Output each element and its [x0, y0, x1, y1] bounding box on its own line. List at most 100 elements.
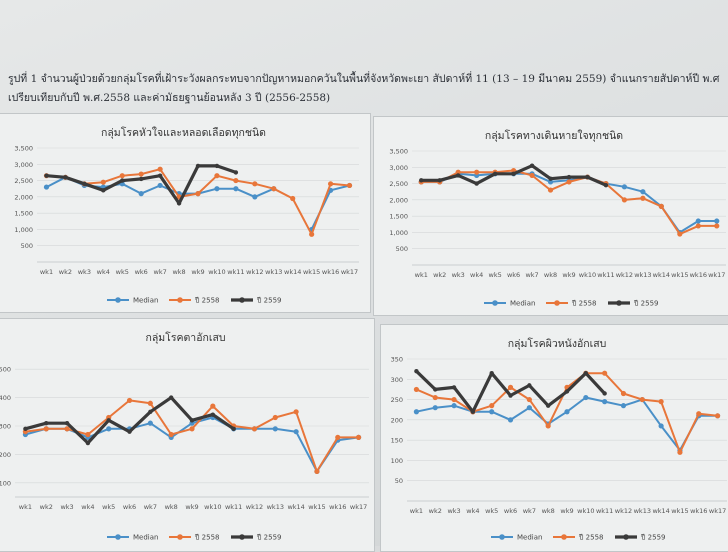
- legend-label: ปี 2558: [572, 300, 597, 308]
- x-tick-label: wk11: [225, 503, 242, 511]
- data-point: [451, 385, 457, 390]
- caption-line-2: เปรียบเทียบกับปี พ.ศ.2558 และค่ามัธยฐานย…: [8, 92, 331, 104]
- data-point: [602, 391, 607, 396]
- y-tick-label: 150: [391, 437, 403, 445]
- data-point: [451, 396, 457, 403]
- data-point: [168, 395, 174, 400]
- data-point: [272, 414, 278, 421]
- chart-svg: 500 1,000 1,500 2,000 2,500 3,000 3,500 wk1 wk2 w…: [14, 145, 359, 305]
- data-point: [547, 179, 554, 185]
- legend-marker: [616, 300, 622, 306]
- data-point: [695, 223, 701, 229]
- data-point: [526, 405, 532, 411]
- data-point: [346, 182, 353, 189]
- chart-svg: 50 100 150 200 250 300 350 wk1 wk2 wk3 wk4 wk5 wk6 wk…: [391, 356, 727, 542]
- data-point: [437, 178, 442, 183]
- data-point: [106, 418, 111, 423]
- data-point: [214, 186, 220, 192]
- y-tick-label: 1,000: [389, 229, 408, 237]
- x-tick-label: wk14: [284, 268, 301, 276]
- legend-marker: [239, 297, 245, 303]
- y-tick-label: 500: [396, 245, 408, 253]
- data-point: [414, 368, 419, 374]
- data-point: [233, 177, 239, 184]
- data-point: [189, 418, 195, 423]
- x-tick-label: wk13: [265, 268, 282, 276]
- x-tick-label: wk15: [671, 271, 688, 279]
- data-point: [147, 420, 153, 426]
- data-point: [433, 387, 438, 392]
- data-point: [148, 409, 153, 414]
- x-tick-label: wk13: [267, 503, 284, 511]
- legend-label: ปี 2559: [257, 297, 282, 305]
- chart-panel-conjunctivitis: กลุ่มโรคตาอักเสบ 100 200 300 400 500 wk1 wk2 wk…: [0, 318, 375, 552]
- data-point: [474, 181, 479, 186]
- chart-title: กลุ่มโรคตาอักเสบ: [145, 332, 226, 344]
- legend-label: ปี 2559: [634, 300, 659, 308]
- x-tick-label: wk5: [489, 271, 502, 279]
- y-tick-label: 100: [0, 479, 11, 487]
- legend-label: ปี 2558: [579, 534, 604, 542]
- data-point: [640, 195, 646, 201]
- legend-label: Median: [510, 300, 535, 308]
- x-tick-label: wk3: [452, 271, 465, 279]
- legend-marker: [554, 300, 560, 306]
- data-point: [508, 393, 513, 398]
- data-point: [290, 195, 296, 202]
- data-point: [714, 218, 720, 224]
- x-tick-label: wk8: [544, 271, 557, 279]
- data-point: [138, 191, 144, 197]
- data-point: [714, 223, 720, 229]
- data-point: [271, 186, 277, 192]
- data-point: [455, 173, 461, 178]
- x-tick-label: wk17: [709, 507, 726, 515]
- x-tick-label: wk1: [40, 268, 53, 276]
- data-point: [545, 423, 551, 429]
- series-line: [25, 399, 359, 473]
- data-point: [233, 170, 239, 175]
- data-point: [63, 175, 68, 180]
- data-point: [82, 181, 87, 187]
- y-tick-label: 300: [0, 423, 11, 431]
- data-point: [43, 184, 50, 190]
- x-tick-label: wk17: [350, 503, 367, 511]
- x-tick-label: wk6: [504, 507, 517, 515]
- data-point: [695, 218, 701, 224]
- y-tick-label: 200: [391, 416, 403, 424]
- x-tick-label: wk7: [144, 503, 157, 511]
- x-tick-label: wk8: [165, 503, 178, 511]
- data-point: [419, 178, 424, 183]
- x-tick-label: wk2: [59, 268, 72, 276]
- x-tick-label: wk15: [303, 268, 320, 276]
- x-tick-label: wk1: [410, 507, 423, 515]
- data-point: [210, 412, 216, 417]
- data-point: [85, 431, 91, 438]
- chart-panel-cardiovascular: กลุ่มโรคหัวใจและหลอดเลือดทุกชนิด 500 1,00…: [0, 113, 371, 313]
- x-tick-label: wk16: [322, 268, 339, 276]
- data-point: [640, 189, 646, 195]
- x-tick-label: wk7: [525, 271, 538, 279]
- legend-label: Median: [133, 297, 158, 305]
- data-point: [157, 173, 163, 178]
- data-point: [603, 183, 609, 188]
- data-point: [335, 434, 341, 440]
- data-point: [658, 203, 664, 209]
- data-point: [511, 171, 516, 176]
- data-point: [696, 411, 702, 417]
- data-point: [621, 184, 628, 190]
- x-tick-label: wk16: [329, 503, 346, 511]
- data-point: [639, 396, 645, 403]
- y-tick-label: 350: [391, 356, 403, 364]
- data-point: [126, 397, 133, 404]
- x-tick-label: wk17: [341, 268, 358, 276]
- legend-marker: [177, 534, 183, 540]
- legend-label: ปี 2558: [195, 534, 220, 542]
- data-point: [585, 174, 590, 180]
- data-point: [309, 231, 315, 237]
- y-tick-label: 1,000: [14, 226, 33, 234]
- x-tick-label: wk10: [204, 503, 221, 511]
- x-tick-label: wk2: [40, 503, 53, 511]
- data-point: [455, 169, 461, 175]
- y-tick-label: 50: [395, 477, 403, 485]
- data-point: [233, 186, 239, 192]
